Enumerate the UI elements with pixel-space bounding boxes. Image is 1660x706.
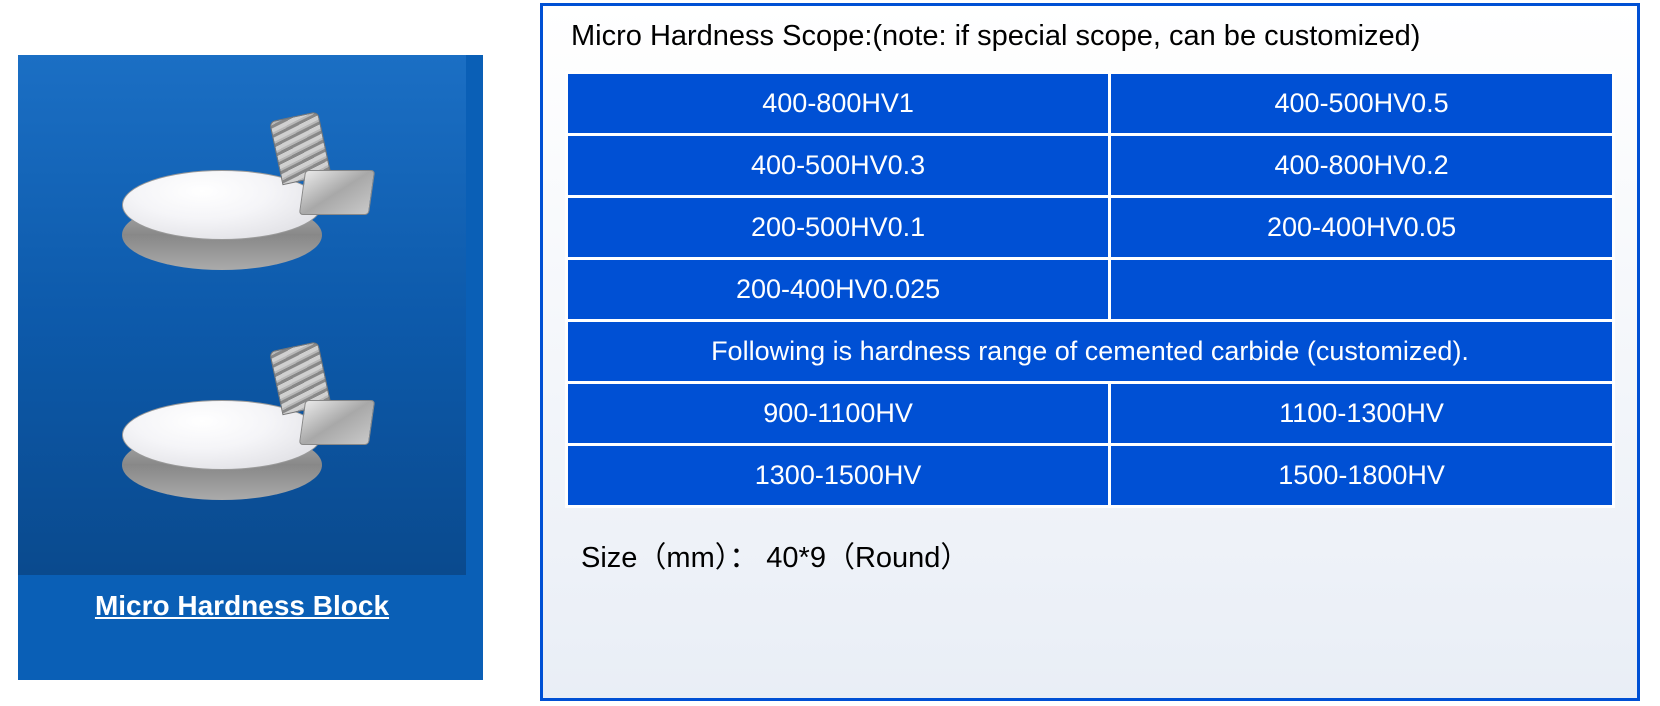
spec-cell: 200-400HV0.025 [567,259,1110,321]
spec-cell: 1300-1500HV [567,445,1110,507]
table-row: 900-1100HV 1100-1300HV [567,383,1614,445]
spec-subtitle-cell: Following is hardness range of cemented … [567,321,1614,383]
spec-cell: 200-500HV0.1 [567,197,1110,259]
spec-cell-empty [1110,259,1614,321]
size-text: Size（mm）： 40*9（Round） [565,534,1615,576]
spec-table: 400-800HV1 400-500HV0.5 400-500HV0.3 400… [565,71,1615,508]
product-title-link[interactable]: Micro Hardness Block [18,590,466,622]
product-card: Micro Hardness Block [18,55,483,680]
table-row: 200-500HV0.1 200-400HV0.05 [567,197,1614,259]
spec-cell: 1500-1800HV [1110,445,1614,507]
spec-cell: 400-500HV0.5 [1110,73,1614,135]
hardness-block-icon [112,340,372,520]
spec-panel: Micro Hardness Scope:(note: if special s… [540,3,1640,701]
table-row: 1300-1500HV 1500-1800HV [567,445,1614,507]
spec-cell: 400-800HV0.2 [1110,135,1614,197]
table-subtitle-row: Following is hardness range of cemented … [567,321,1614,383]
spec-cell: 200-400HV0.05 [1110,197,1614,259]
spec-cell: 400-500HV0.3 [567,135,1110,197]
product-image-area [18,55,466,575]
table-row: 200-400HV0.025 [567,259,1614,321]
spec-cell: 1100-1300HV [1110,383,1614,445]
table-row: 400-500HV0.3 400-800HV0.2 [567,135,1614,197]
hardness-block-icon [112,110,372,290]
spec-cell: 900-1100HV [567,383,1110,445]
table-row: 400-800HV1 400-500HV0.5 [567,73,1614,135]
panel-title: Micro Hardness Scope:(note: if special s… [565,20,1615,53]
spec-cell: 400-800HV1 [567,73,1110,135]
